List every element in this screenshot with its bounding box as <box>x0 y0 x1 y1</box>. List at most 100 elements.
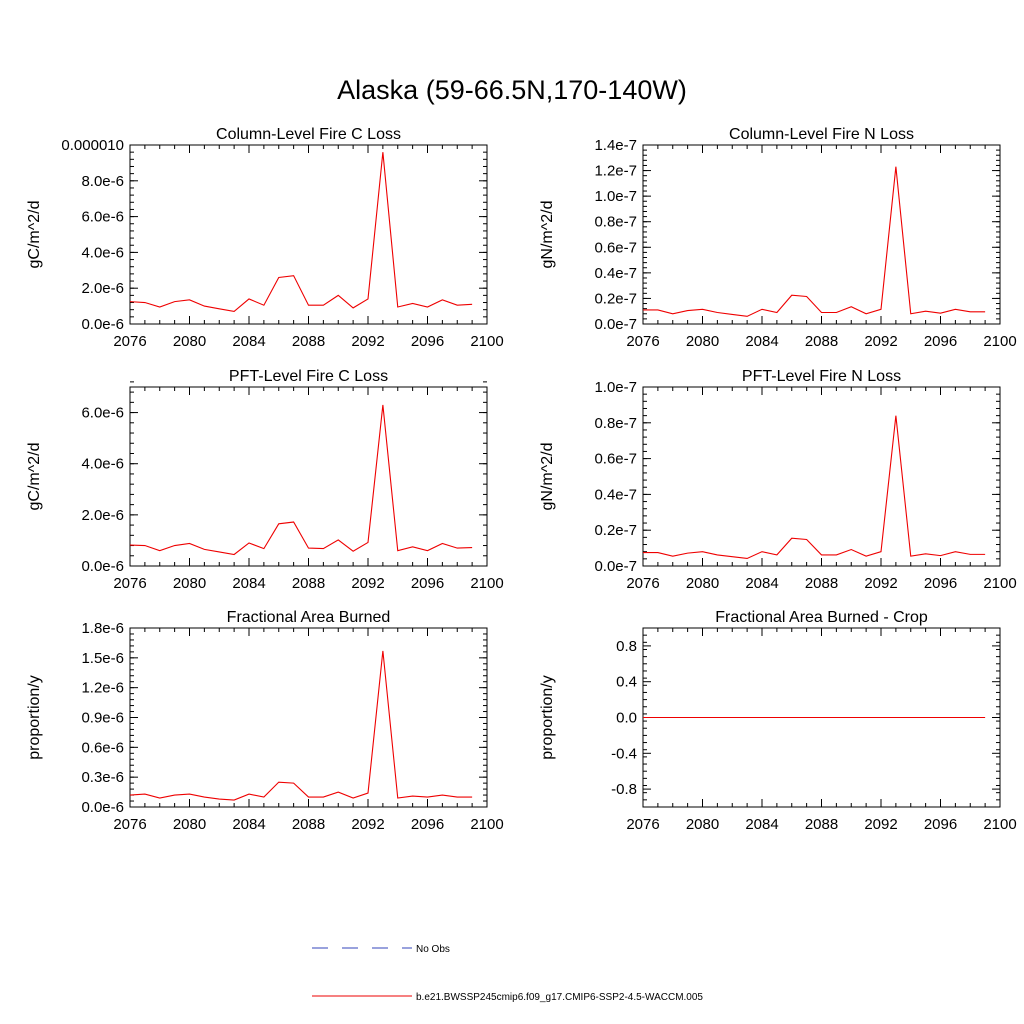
x-tick-label: 2092 <box>351 575 384 592</box>
series-line-1 <box>129 404 473 556</box>
series-line-1 <box>643 166 986 317</box>
panel-title: PFT-Level Fire C Loss <box>229 368 388 385</box>
plot-frame <box>642 386 1001 567</box>
series-line-1 <box>129 650 473 801</box>
x-tick-label: 2092 <box>864 333 897 350</box>
x-tick-label: 2088 <box>292 575 325 592</box>
y-tick-label: -0.8 <box>611 781 637 798</box>
series-line-1 <box>643 415 986 560</box>
y-tick-label: 0.8e-7 <box>594 415 637 432</box>
y-tick-label: 0.4e-7 <box>594 265 637 282</box>
x-tick-label: 2092 <box>351 816 384 833</box>
y-tick-label: 0.8 <box>616 638 637 655</box>
panel-title: Column-Level Fire N Loss <box>729 126 914 143</box>
x-tick-label: 2096 <box>924 575 957 592</box>
x-tick-label: 2100 <box>983 575 1016 592</box>
y-tick-label: 0.6e-7 <box>594 451 637 468</box>
y-axis-label: gN/m^2/d <box>539 201 556 269</box>
x-tick-label: 2088 <box>292 333 325 350</box>
y-tick-label: 1.2e-7 <box>594 163 637 180</box>
x-tick-label: 2076 <box>113 575 146 592</box>
y-tick-label: 4.0e-6 <box>81 456 124 473</box>
y-axis-label: gC/m^2/d <box>26 443 43 511</box>
x-tick-label: 2092 <box>864 575 897 592</box>
chart-panel-2: Column-Level Fire N Loss gN/m^2/d 2076 2080… <box>539 126 1017 350</box>
x-tick-label: 2076 <box>626 333 659 350</box>
chart-panel-1: Column-Level Fire C Loss gC/m^2/d 2076 2080… <box>26 126 504 350</box>
x-tick-label: 2084 <box>232 575 265 592</box>
plot-frame <box>129 144 488 325</box>
x-tick-label: 2088 <box>292 816 325 833</box>
y-tick-label: 0.0e-7 <box>594 316 637 333</box>
y-tick-label: 0.000010 <box>61 137 124 154</box>
y-tick-label: 1.4e-7 <box>594 137 637 154</box>
y-tick-label: 6.0e-6 <box>81 209 124 226</box>
x-tick-label: 2080 <box>686 575 719 592</box>
y-tick-label: 2.0e-6 <box>81 280 124 297</box>
y-tick-label: 0.0e-7 <box>594 558 637 575</box>
y-tick-label: 0.0e-6 <box>81 316 124 333</box>
y-tick-label: 0.6e-7 <box>594 239 637 256</box>
panel-title: Fractional Area Burned <box>227 609 391 626</box>
y-axis-label: proportion/y <box>26 675 43 760</box>
y-tick-label: 0.2e-7 <box>594 522 637 539</box>
y-tick-label: 0.0e-6 <box>81 558 124 575</box>
panel-title: Column-Level Fire C Loss <box>216 126 401 143</box>
y-tick-label: 0.0e-6 <box>81 799 124 816</box>
x-tick-label: 2080 <box>173 575 206 592</box>
y-tick-label: 0.2e-7 <box>594 290 637 307</box>
x-tick-label: 2084 <box>745 333 778 350</box>
chart-panel-4: PFT-Level Fire N Loss gN/m^2/d 2076 2080 208… <box>539 368 1017 592</box>
x-tick-label: 2100 <box>470 333 503 350</box>
x-tick-label: 2084 <box>232 816 265 833</box>
x-tick-label: 2096 <box>924 333 957 350</box>
figure-title: Alaska (59-66.5N,170-140W) <box>337 75 687 105</box>
y-tick-label: 6.0e-6 <box>81 405 124 422</box>
chart-panel-3: PFT-Level Fire C Loss gC/m^2/d 2076 2080 208… <box>26 368 504 592</box>
chart-panel-5: Fractional Area Burned proportion/y 2076 20… <box>26 609 504 833</box>
x-tick-label: 2100 <box>983 816 1016 833</box>
y-tick-label: 0.3e-6 <box>81 769 124 786</box>
plot-frame <box>642 144 1001 325</box>
y-tick-label: 0.0 <box>616 710 637 727</box>
y-tick-label: 1.0e-7 <box>594 379 637 396</box>
x-tick-label: 2096 <box>411 333 444 350</box>
x-tick-label: 2080 <box>686 333 719 350</box>
y-tick-label: 1.5e-6 <box>81 650 124 667</box>
x-tick-label: 2100 <box>983 333 1016 350</box>
x-tick-label: 2084 <box>232 333 265 350</box>
x-tick-label: 2088 <box>805 575 838 592</box>
y-tick-label: 0.8e-7 <box>594 214 637 231</box>
x-tick-label: 2100 <box>470 816 503 833</box>
y-tick-label: 4.0e-6 <box>81 244 124 261</box>
x-tick-label: 2076 <box>113 333 146 350</box>
x-tick-label: 2080 <box>173 816 206 833</box>
x-tick-label: 2076 <box>626 816 659 833</box>
y-tick-label: 0.4e-7 <box>594 486 637 503</box>
x-tick-label: 2088 <box>805 816 838 833</box>
x-tick-label: 2080 <box>686 816 719 833</box>
x-tick-label: 2096 <box>924 816 957 833</box>
plot-frame <box>129 627 488 808</box>
x-tick-label: 2088 <box>805 333 838 350</box>
y-tick-label: 1.2e-6 <box>81 680 124 697</box>
y-tick-label: 1.0e-7 <box>594 188 637 205</box>
y-tick-label: 2.0e-6 <box>81 507 124 524</box>
y-tick-label: 1.8e-6 <box>81 620 124 637</box>
x-tick-label: 2076 <box>626 575 659 592</box>
plot-frame <box>129 386 488 567</box>
legend: No Obs b.e21.BWSSP245cmip6.f09_g17.CMIP6… <box>312 944 703 1003</box>
x-tick-label: 2092 <box>864 816 897 833</box>
x-tick-label: 2084 <box>745 575 778 592</box>
y-tick-label: 0.4 <box>616 674 637 691</box>
chart-panel-6: Fractional Area Burned - Crop proportion/… <box>539 609 1017 833</box>
x-tick-label: 2084 <box>745 816 778 833</box>
y-tick-label: -0.4 <box>611 745 637 762</box>
y-axis-label: gC/m^2/d <box>26 201 43 269</box>
x-tick-label: 2092 <box>351 333 384 350</box>
panels-group: Column-Level Fire C Loss gC/m^2/d 2076 2080… <box>26 126 1017 833</box>
y-tick-label: 0.9e-6 <box>81 710 124 727</box>
y-tick-label: 8.0e-6 <box>81 173 124 190</box>
legend-label-model: b.e21.BWSSP245cmip6.f09_g17.CMIP6-SSP2-4… <box>416 992 703 1003</box>
